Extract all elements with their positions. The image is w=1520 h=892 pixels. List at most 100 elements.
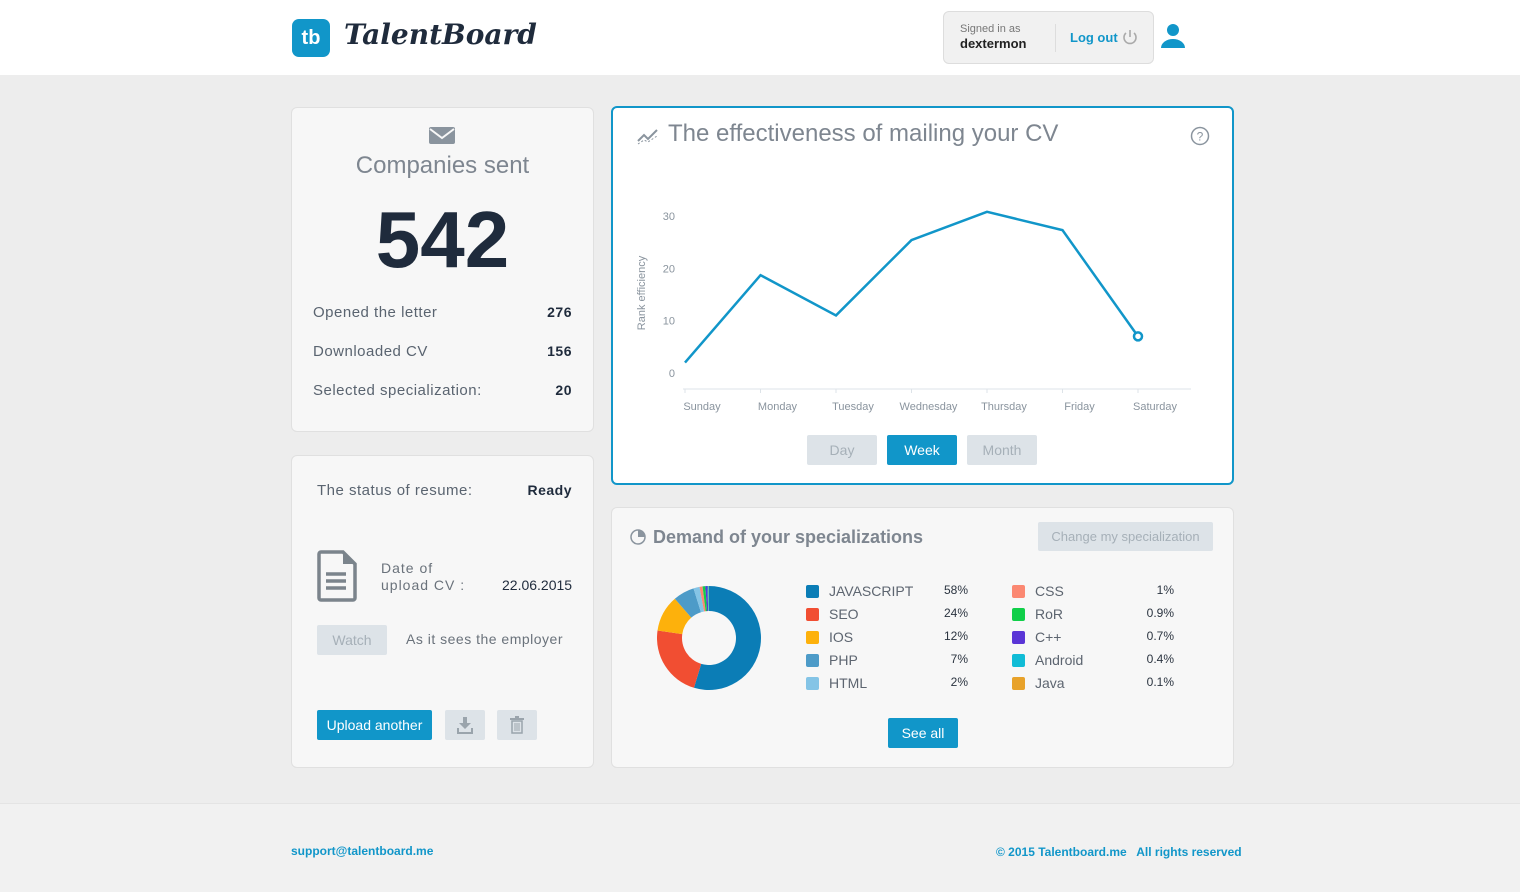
watch-note: As it sees the employer xyxy=(406,631,564,647)
donut-slice-ios xyxy=(657,598,692,635)
legend-label: SEO xyxy=(829,606,859,622)
support-email-link[interactable]: support@talentboard.me xyxy=(291,844,434,858)
donut-slice-android xyxy=(707,586,709,612)
donut-chart xyxy=(657,586,761,690)
change-specialization-button[interactable]: Change my specialization xyxy=(1038,522,1213,551)
logo-text[interactable]: TalentBoard xyxy=(344,18,537,51)
resume-status: The status of resume: Ready xyxy=(317,482,572,499)
legend-item: JAVASCRIPT 58% xyxy=(806,583,968,599)
stat-specialization: Selected specialization: 20 xyxy=(313,382,572,399)
x-tick-label: Friday xyxy=(1064,401,1095,413)
legend-value: 0.7% xyxy=(1146,629,1174,643)
upload-date: 22.06.2015 xyxy=(502,577,573,593)
legend-label: JAVASCRIPT xyxy=(829,583,914,599)
donut-slice-css xyxy=(699,586,706,612)
demand-card: Demand of your specializations Change my… xyxy=(611,507,1234,768)
effectiveness-title: The effectiveness of mailing your CV xyxy=(668,120,1059,147)
legend-swatch xyxy=(1012,631,1025,644)
trend-icon xyxy=(637,129,658,145)
legend-swatch xyxy=(806,631,819,644)
mail-icon xyxy=(429,127,455,144)
upload-another-button[interactable]: Upload another xyxy=(317,710,432,740)
footer: support@talentboard.me © 2015 Talentboar… xyxy=(0,803,1520,892)
y-tick-label: 10 xyxy=(663,316,675,328)
legend-label: IOS xyxy=(829,629,854,645)
stat-value: 156 xyxy=(547,343,572,359)
legend-item: PHP 7% xyxy=(806,652,968,668)
range-week-button[interactable]: Week xyxy=(887,435,957,465)
legend-label: Android xyxy=(1035,652,1084,668)
legend-swatch xyxy=(1012,654,1025,667)
copyright: © 2015 Talentboard.me All rights reserve… xyxy=(996,845,1242,859)
stat-value: 20 xyxy=(555,382,572,398)
companies-title: Companies sent xyxy=(355,152,530,179)
legend-item: Java 0.1% xyxy=(1012,675,1174,691)
legend-item: HTML 2% xyxy=(806,675,968,691)
stat-downloaded: Downloaded CV 156 xyxy=(313,343,572,360)
range-month-button[interactable]: Month xyxy=(967,435,1037,465)
trash-icon xyxy=(510,716,524,734)
user-panel: Signed in as dextermon Log out xyxy=(943,11,1154,64)
legend-swatch xyxy=(806,608,819,621)
status-label: The status of resume: xyxy=(317,482,473,499)
legend-item: SEO 24% xyxy=(806,606,968,622)
stat-label: Selected specialization: xyxy=(313,382,482,399)
legend-label: C++ xyxy=(1035,629,1062,645)
logo-icon[interactable]: tb xyxy=(292,19,330,57)
range-day-button[interactable]: Day xyxy=(807,435,877,465)
stat-opened: Opened the letter 276 xyxy=(313,304,572,321)
download-icon xyxy=(457,717,473,734)
legend-label: HTML xyxy=(829,675,868,691)
document-icon xyxy=(317,550,357,602)
watch-button[interactable]: Watch xyxy=(317,625,387,655)
y-tick-label: 20 xyxy=(663,263,675,275)
stat-value: 276 xyxy=(547,304,572,320)
legend-item: C++ 0.7% xyxy=(1012,629,1174,645)
x-tick-label: Thursday xyxy=(981,401,1027,413)
status-value: Ready xyxy=(527,482,572,498)
series-line xyxy=(684,210,1140,364)
effectiveness-card: The effectiveness of mailing your CV ? 0… xyxy=(611,106,1234,485)
legend-item: CSS 1% xyxy=(1012,583,1174,599)
legend-value: 24% xyxy=(943,606,968,620)
x-tick-label: Tuesday xyxy=(832,401,874,413)
donut-slice-html xyxy=(693,586,705,613)
download-button[interactable] xyxy=(445,710,485,740)
demand-title: Demand of your specializations xyxy=(653,527,924,547)
legend-value: 0.1% xyxy=(1146,675,1174,689)
legend-swatch xyxy=(806,654,819,667)
legend-item: RoR 0.9% xyxy=(1012,606,1174,622)
date-label: Date of upload CV : xyxy=(381,560,466,593)
power-icon[interactable] xyxy=(1122,28,1138,46)
pie-icon xyxy=(630,529,646,545)
legend-label: Java xyxy=(1035,675,1065,691)
data-point xyxy=(1132,331,1144,342)
x-tick-label: Wednesday xyxy=(900,401,958,413)
logout-button[interactable]: Log out xyxy=(1070,30,1118,45)
header: tb TalentBoard Signed in as dextermon Lo… xyxy=(0,0,1520,75)
legend-value: 58% xyxy=(943,583,968,597)
legend-label: RoR xyxy=(1035,606,1064,622)
help-icon[interactable]: ? xyxy=(1190,126,1210,146)
legend-value: 7% xyxy=(950,652,968,666)
divider xyxy=(1055,24,1056,52)
legend-value: 1% xyxy=(1156,583,1174,597)
see-all-button[interactable]: See all xyxy=(888,718,958,748)
resume-card: The status of resume: Ready Date of upload… xyxy=(291,455,594,768)
legend-label: CSS xyxy=(1035,583,1064,599)
legend-value: 0.4% xyxy=(1146,652,1174,666)
legend-swatch xyxy=(806,677,819,690)
stat-label: Downloaded CV xyxy=(313,343,428,360)
donut-slice-php xyxy=(674,588,701,618)
companies-count: 542 xyxy=(375,195,510,284)
x-tick-label: Monday xyxy=(758,401,798,413)
user-icon[interactable] xyxy=(1160,22,1186,48)
line-chart: 0 10 20 30 Rank efficiency Sunday Monday Tuesda… xyxy=(636,210,1191,413)
donut-slice-javascript xyxy=(693,586,761,690)
legend-label: PHP xyxy=(829,652,858,668)
delete-button[interactable] xyxy=(497,710,537,740)
x-tick-label: Sunday xyxy=(683,401,721,413)
y-axis-label: Rank efficiency xyxy=(636,255,648,330)
svg-text:?: ? xyxy=(1197,130,1204,144)
legend-item: IOS 12% xyxy=(806,629,968,645)
